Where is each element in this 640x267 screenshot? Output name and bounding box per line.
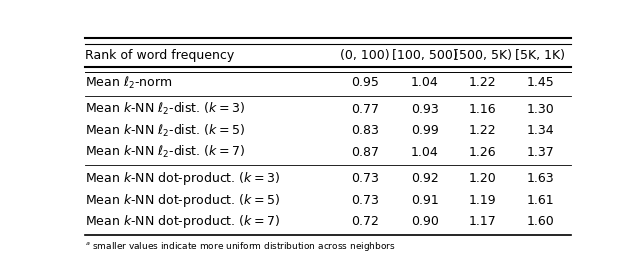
Text: 1.04: 1.04 bbox=[411, 146, 438, 159]
Text: 0.90: 0.90 bbox=[411, 215, 438, 228]
Text: 0.72: 0.72 bbox=[351, 215, 379, 228]
Text: Mean $k$-NN $\ell_2$-dist. ($k = 7$): Mean $k$-NN $\ell_2$-dist. ($k = 7$) bbox=[85, 144, 245, 160]
Text: $^a$ smaller values indicate more uniform distribution across neighbors: $^a$ smaller values indicate more unifor… bbox=[85, 239, 396, 253]
Text: 1.45: 1.45 bbox=[527, 76, 554, 89]
Text: 0.99: 0.99 bbox=[411, 124, 438, 137]
Text: 1.37: 1.37 bbox=[527, 146, 554, 159]
Text: 0.73: 0.73 bbox=[351, 172, 379, 185]
Text: 1.63: 1.63 bbox=[527, 172, 554, 185]
Text: 1.16: 1.16 bbox=[469, 103, 497, 116]
Text: 0.92: 0.92 bbox=[411, 172, 438, 185]
Text: [5K, 1K): [5K, 1K) bbox=[515, 49, 565, 62]
Text: 1.30: 1.30 bbox=[527, 103, 554, 116]
Text: Rank of word frequency: Rank of word frequency bbox=[85, 49, 234, 62]
Text: Mean $k$-NN dot-product. ($k = 7$): Mean $k$-NN dot-product. ($k = 7$) bbox=[85, 213, 280, 230]
Text: (0, 100): (0, 100) bbox=[340, 49, 390, 62]
Text: 1.22: 1.22 bbox=[469, 124, 497, 137]
Text: 1.60: 1.60 bbox=[527, 215, 554, 228]
Text: 0.95: 0.95 bbox=[351, 76, 379, 89]
Text: 1.22: 1.22 bbox=[469, 76, 497, 89]
Text: Mean $k$-NN dot-product. ($k = 5$): Mean $k$-NN dot-product. ($k = 5$) bbox=[85, 192, 280, 209]
Text: 1.26: 1.26 bbox=[469, 146, 497, 159]
Text: Mean $k$-NN dot-product. ($k = 3$): Mean $k$-NN dot-product. ($k = 3$) bbox=[85, 170, 280, 187]
Text: 1.34: 1.34 bbox=[527, 124, 554, 137]
Text: 1.20: 1.20 bbox=[469, 172, 497, 185]
Text: 0.73: 0.73 bbox=[351, 194, 379, 207]
Text: 0.91: 0.91 bbox=[411, 194, 438, 207]
Text: 0.83: 0.83 bbox=[351, 124, 379, 137]
Text: 0.93: 0.93 bbox=[411, 103, 438, 116]
Text: Mean $k$-NN $\ell_2$-dist. ($k = 5$): Mean $k$-NN $\ell_2$-dist. ($k = 5$) bbox=[85, 123, 245, 139]
Text: Mean $k$-NN $\ell_2$-dist. ($k = 3$): Mean $k$-NN $\ell_2$-dist. ($k = 3$) bbox=[85, 101, 245, 117]
Text: [500, 5K): [500, 5K) bbox=[454, 49, 512, 62]
Text: Mean $\ell_2$-norm: Mean $\ell_2$-norm bbox=[85, 74, 172, 91]
Text: 1.61: 1.61 bbox=[527, 194, 554, 207]
Text: 0.87: 0.87 bbox=[351, 146, 379, 159]
Text: 1.17: 1.17 bbox=[469, 215, 497, 228]
Text: 1.19: 1.19 bbox=[469, 194, 497, 207]
Text: [100, 500): [100, 500) bbox=[392, 49, 458, 62]
Text: 1.04: 1.04 bbox=[411, 76, 438, 89]
Text: 0.77: 0.77 bbox=[351, 103, 379, 116]
